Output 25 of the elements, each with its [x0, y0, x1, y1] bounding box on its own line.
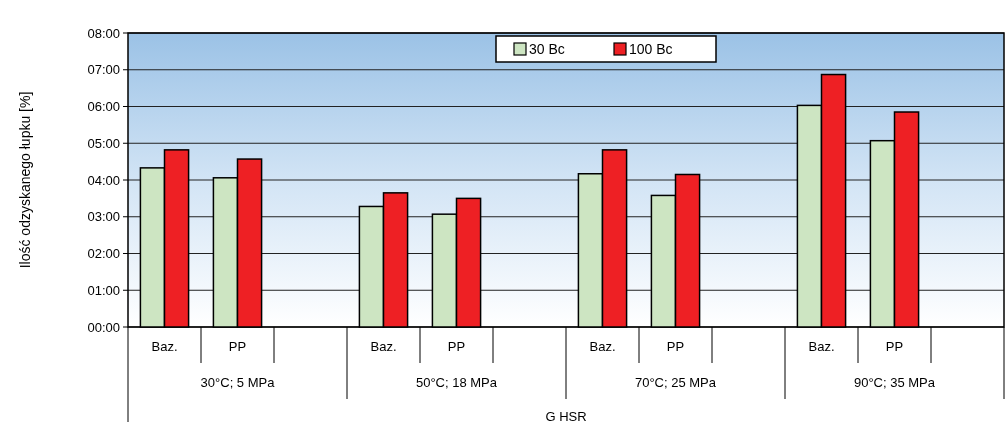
x-tick-label: Baz. [808, 339, 835, 354]
legend-label: 100 Bc [629, 40, 673, 57]
y-tick-label: 08:00 [87, 25, 120, 41]
x-tick-label: Baz. [370, 339, 397, 354]
text: 70°C; 25 MPa [634, 375, 717, 390]
x-tick-label: Baz. [589, 339, 616, 354]
x-tick-label: PP [228, 339, 247, 354]
text: 30°C; 5 MPa [200, 375, 276, 390]
y-tick-label: 04:00 [87, 172, 120, 188]
y-tick-label: 02:00 [87, 246, 120, 262]
y-tick-label: 06:00 [87, 99, 120, 115]
y-tick-label: 01:00 [87, 282, 120, 298]
y-tick-label: 00:00 [87, 319, 120, 335]
y-tick-label: 03:00 [87, 209, 120, 225]
x-tick-label: PP [885, 339, 904, 354]
x-tick-label: Baz. [151, 339, 178, 354]
text: 50°C; 18 MPa [415, 375, 498, 390]
legend-label: 30 Bc [529, 40, 565, 57]
text: 90°C; 35 MPa [853, 375, 936, 390]
y-tick-label: 05:00 [87, 135, 120, 151]
x-axis-title: G HSR [545, 409, 587, 422]
y-tick-label: 07:00 [87, 62, 120, 78]
y-axis-title: Ilość odzyskanego łupku [%] [17, 91, 33, 269]
x-tick-label: PP [447, 339, 466, 354]
x-tick-label: PP [666, 339, 685, 354]
